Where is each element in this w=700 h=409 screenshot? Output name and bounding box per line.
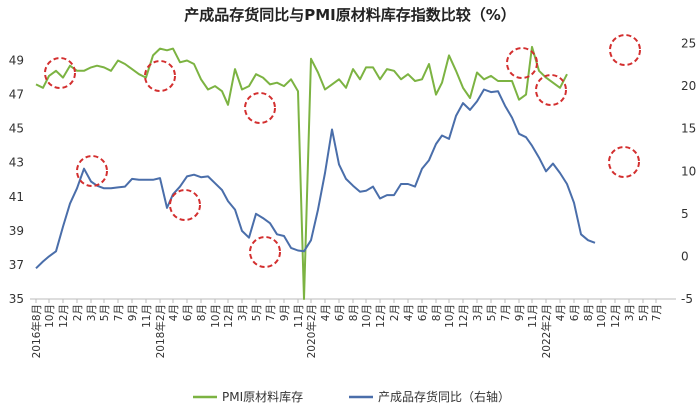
annotation-circle — [609, 34, 641, 66]
annotation-circle — [144, 60, 176, 92]
x-tick-label: 10月 — [44, 304, 56, 328]
annotation-layer — [44, 34, 641, 268]
right-tick-label: 0 — [681, 249, 689, 263]
annotation-circle — [169, 189, 201, 221]
annotation-circle — [244, 92, 276, 124]
x-tick-label: 9月 — [514, 304, 526, 321]
x-tick-label: 6月 — [417, 304, 429, 321]
right-tick-label: 15 — [681, 122, 696, 136]
chart-title: 产成品存货同比与PMI原材料库存指数比较（%） — [184, 6, 516, 24]
x-tick-label: 9月 — [279, 304, 291, 321]
left-tick-label: 39 — [9, 224, 24, 238]
x-tick-label: 7月 — [651, 304, 663, 321]
annotation-circle — [44, 57, 76, 89]
left-tick-label: 35 — [9, 292, 24, 306]
x-tick-label: 12月 — [458, 304, 470, 328]
x-tick-label: 7月 — [265, 304, 277, 321]
x-tick-label: 3月 — [624, 304, 636, 321]
x-tick-label: 8月 — [196, 304, 208, 321]
x-tick-label: 4月 — [320, 304, 332, 321]
pmi-inventory-line — [35, 45, 568, 300]
right-tick-label: 25 — [681, 37, 696, 51]
x-tick-label: 2月 — [72, 304, 84, 321]
x-tick-label: 2018年2月 — [154, 304, 167, 358]
left-axis-ticks: 35 37 39 41 43 45 47 49 — [9, 54, 24, 306]
right-tick-label: -5 — [681, 292, 693, 306]
x-tick-label: 10月 — [596, 304, 608, 328]
x-tick-label: 5月 — [99, 304, 111, 321]
x-tick-label: 8月 — [431, 304, 443, 321]
x-tick-label: 12月 — [223, 304, 235, 328]
x-tick-label: 2016年8月 — [30, 304, 43, 358]
x-tick-label: 12月 — [375, 304, 387, 328]
x-tick-label: 11月 — [141, 304, 153, 328]
left-tick-label: 41 — [9, 190, 24, 204]
x-tick-label: 4月 — [403, 304, 415, 321]
x-tick-label: 12月 — [58, 304, 70, 328]
x-tick-label: 12月 — [610, 304, 622, 328]
x-axis-ticks: 2016年8月 10月 12月 2月 3月 5月 7月 9月 11月 2018年2月 4月 6月 8月 1… — [30, 299, 663, 358]
x-tick-label: 10月 — [444, 304, 456, 328]
x-tick-label: 10月 — [210, 304, 222, 328]
annotation-circle — [535, 74, 567, 106]
annotation-circle — [249, 236, 281, 268]
finished-goods-yoy-line — [35, 88, 596, 270]
x-tick-label: 5月 — [638, 304, 650, 321]
right-tick-label: 20 — [681, 79, 696, 93]
x-tick-label: 5月 — [486, 304, 498, 321]
x-tick-label: 7月 — [500, 304, 512, 321]
legend: PMI原材料库存 产成品存货同比（右轴） — [193, 389, 510, 404]
x-tick-label: 8月 — [583, 304, 595, 321]
x-tick-label: 9月 — [127, 304, 139, 321]
x-tick-label: 2022年2月 — [540, 304, 553, 358]
left-tick-label: 37 — [9, 258, 24, 272]
x-tick-label: 11月 — [527, 304, 539, 328]
x-tick-label: 3月 — [237, 304, 249, 321]
x-tick-label: 2月 — [389, 304, 401, 321]
x-tick-label: 2020年2月 — [305, 304, 318, 358]
x-tick-label: 3月 — [472, 304, 484, 321]
x-tick-label: 6月 — [334, 304, 346, 321]
x-tick-label: 5月 — [251, 304, 263, 321]
right-axis-ticks: -5 0 5 10 15 20 25 — [681, 37, 696, 306]
x-tick-label: 4月 — [168, 304, 180, 321]
left-tick-label: 45 — [9, 122, 24, 136]
legend-label: 产成品存货同比（右轴） — [378, 389, 510, 404]
x-tick-label: 8月 — [348, 304, 360, 321]
left-tick-label: 47 — [9, 88, 24, 102]
annotation-circle — [506, 47, 538, 79]
x-tick-label: 4月 — [555, 304, 567, 321]
x-tick-label: 10月 — [361, 304, 373, 328]
x-tick-label: 6月 — [182, 304, 194, 321]
x-tick-label: 6月 — [569, 304, 581, 321]
legend-label: PMI原材料库存 — [222, 389, 303, 404]
annotation-circle — [608, 146, 640, 178]
series-layer — [35, 45, 596, 300]
left-tick-label: 43 — [9, 156, 24, 170]
right-tick-label: 10 — [681, 164, 696, 178]
left-tick-label: 49 — [9, 54, 24, 68]
annotation-circle — [76, 155, 108, 187]
x-tick-label: 11月 — [293, 304, 305, 328]
x-tick-label: 7月 — [113, 304, 125, 321]
x-tick-label: 3月 — [86, 304, 98, 321]
right-tick-label: 5 — [681, 207, 689, 221]
